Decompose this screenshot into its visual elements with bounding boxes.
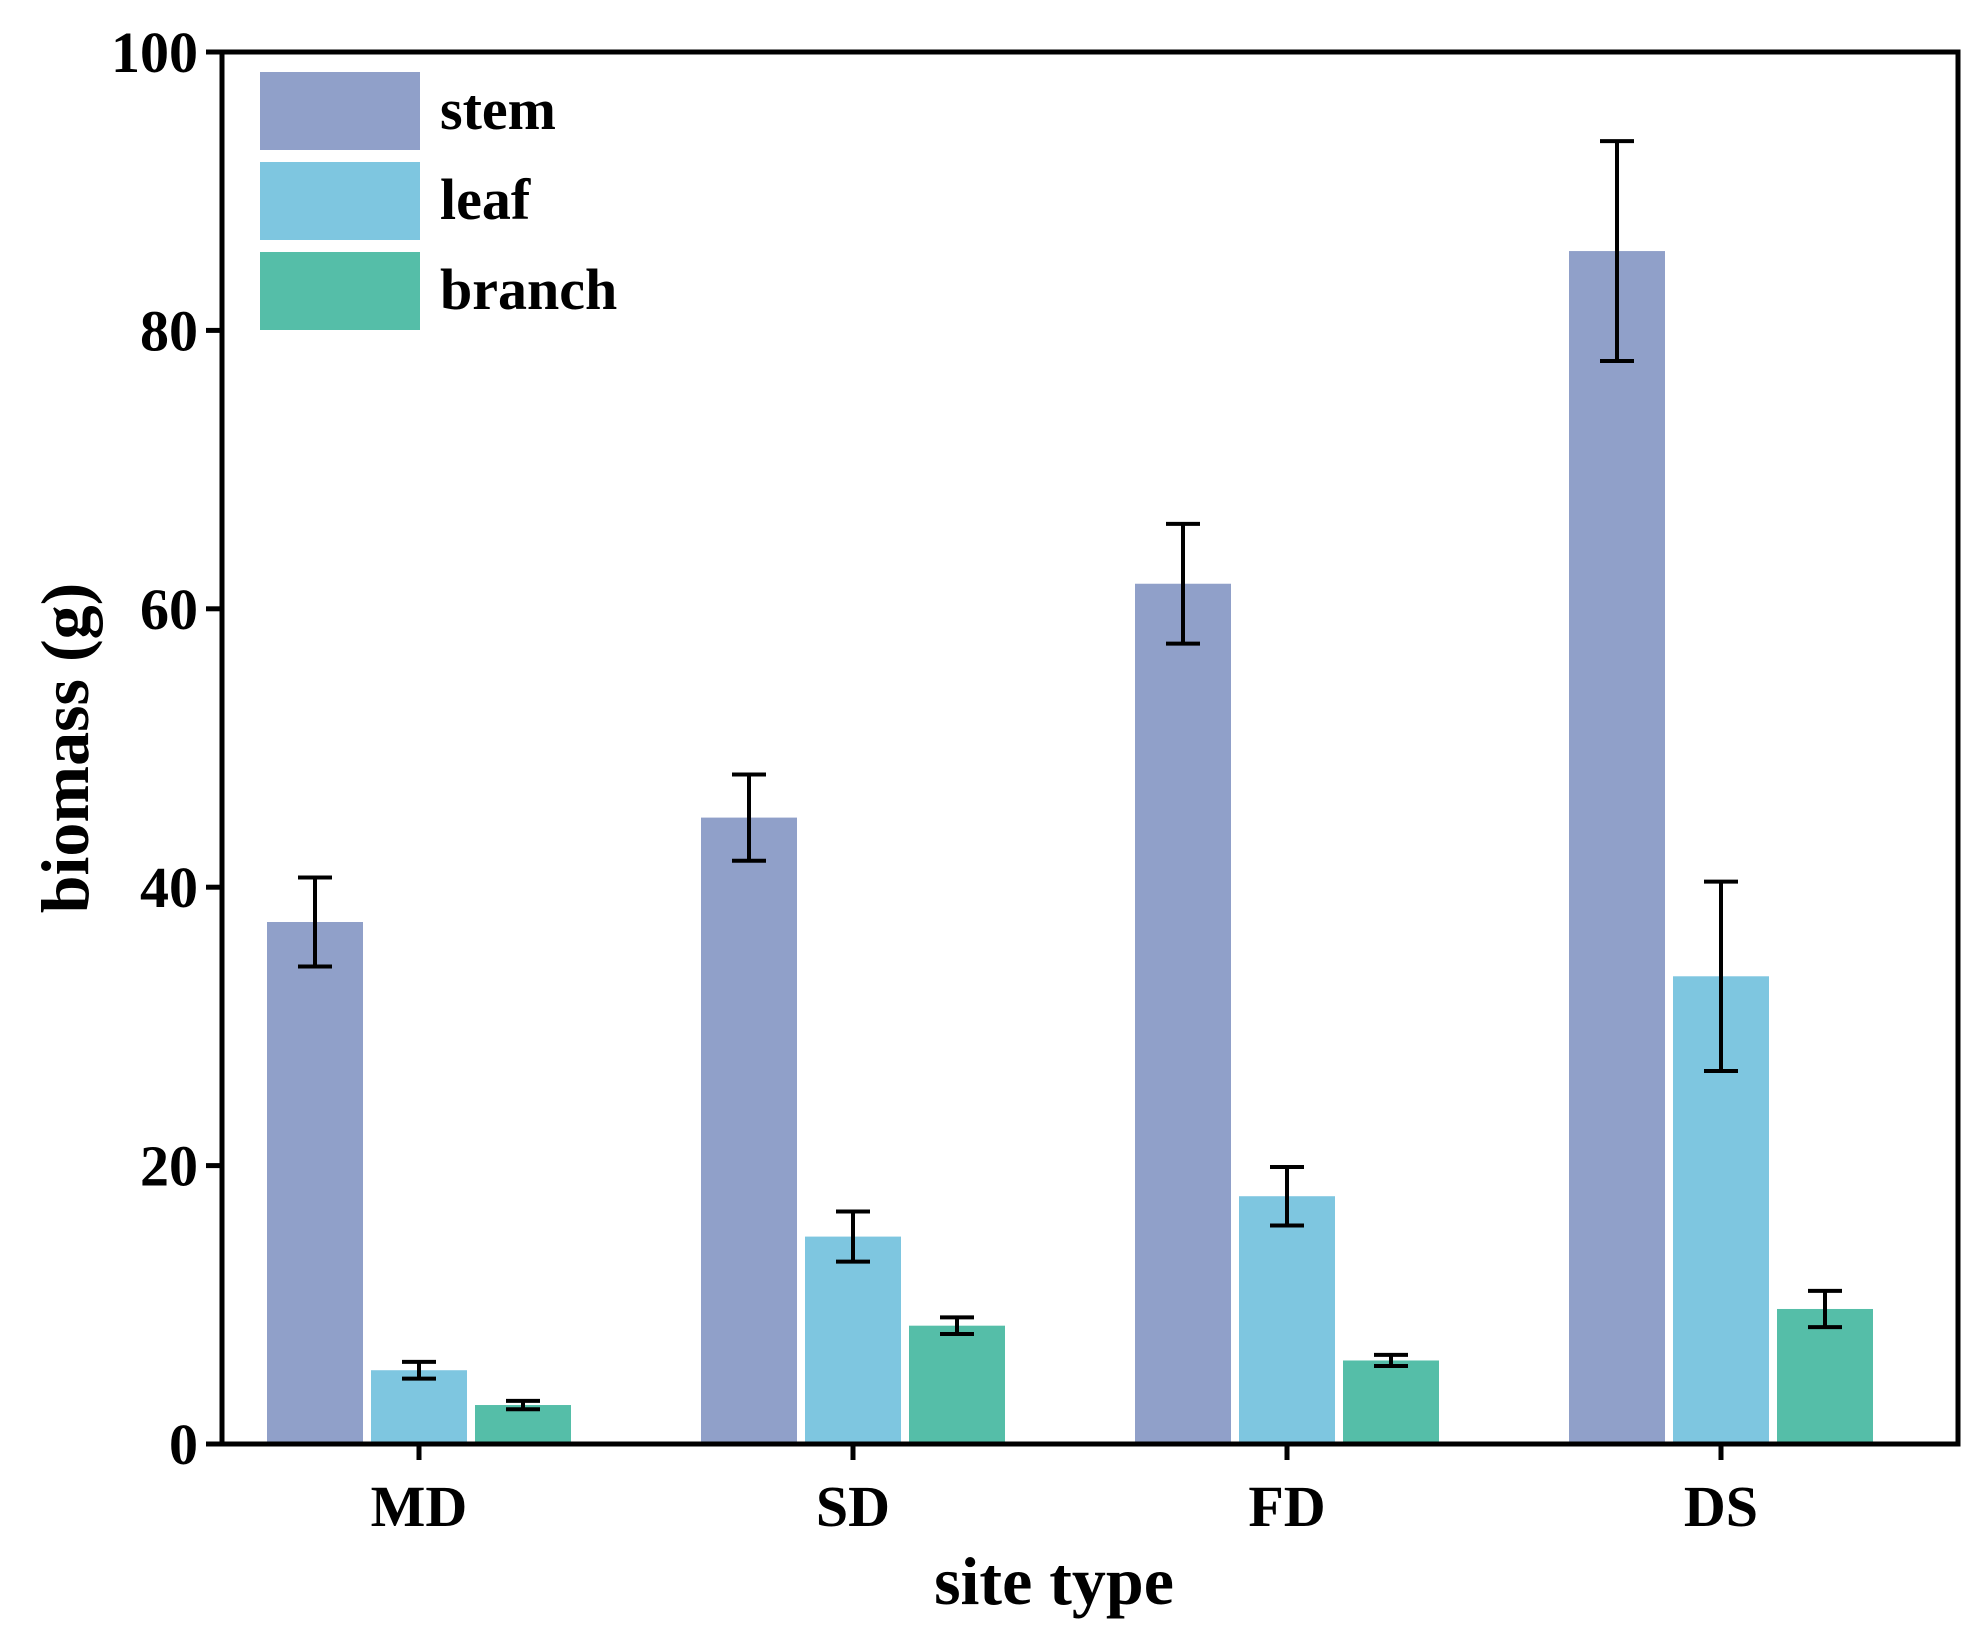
x-tick-label-MD: MD (371, 1474, 468, 1539)
plot-frame (219, 49, 1961, 1447)
bar-leaf-MD (371, 1370, 467, 1444)
y-tick-label: 60 (140, 577, 198, 642)
legend-swatch-stem (260, 72, 420, 150)
y-tick-label: 100 (111, 20, 198, 85)
legend-label-branch: branch (440, 257, 617, 322)
bar-branch-MD (475, 1405, 571, 1444)
legend: stem leaf branch (260, 72, 617, 330)
error-bars-layer (298, 139, 1842, 1412)
x-axis: MD SD FD DS (371, 1444, 1758, 1539)
y-axis-title: biomass (g) (27, 583, 103, 914)
legend-swatch-branch (260, 252, 420, 330)
y-tick-label: 20 (140, 1134, 198, 1199)
bar-stem-DS (1569, 251, 1665, 1444)
x-tick-label-FD: FD (1248, 1474, 1325, 1539)
y-tick-label: 40 (140, 855, 198, 920)
bar-stem-FD (1135, 583, 1231, 1444)
y-tick-label: 80 (140, 298, 198, 363)
legend-label-stem: stem (440, 77, 556, 142)
bar-branch-SD (909, 1325, 1005, 1444)
bar-branch-FD (1343, 1360, 1439, 1444)
bar-leaf-SD (805, 1236, 901, 1444)
bar-leaf-FD (1239, 1196, 1335, 1444)
bar-stem-MD (267, 922, 363, 1444)
legend-label-leaf: leaf (440, 167, 531, 232)
bar-stem-SD (701, 817, 797, 1444)
y-tick-label: 0 (169, 1412, 198, 1477)
y-axis: 0 20 40 60 80 100 (111, 20, 222, 1477)
bars-layer (267, 251, 1873, 1444)
bar-branch-DS (1777, 1308, 1873, 1444)
legend-swatch-leaf (260, 162, 420, 240)
x-tick-label-SD: SD (816, 1474, 890, 1539)
x-axis-title: site type (934, 1543, 1174, 1619)
x-tick-label-DS: DS (1684, 1474, 1758, 1539)
